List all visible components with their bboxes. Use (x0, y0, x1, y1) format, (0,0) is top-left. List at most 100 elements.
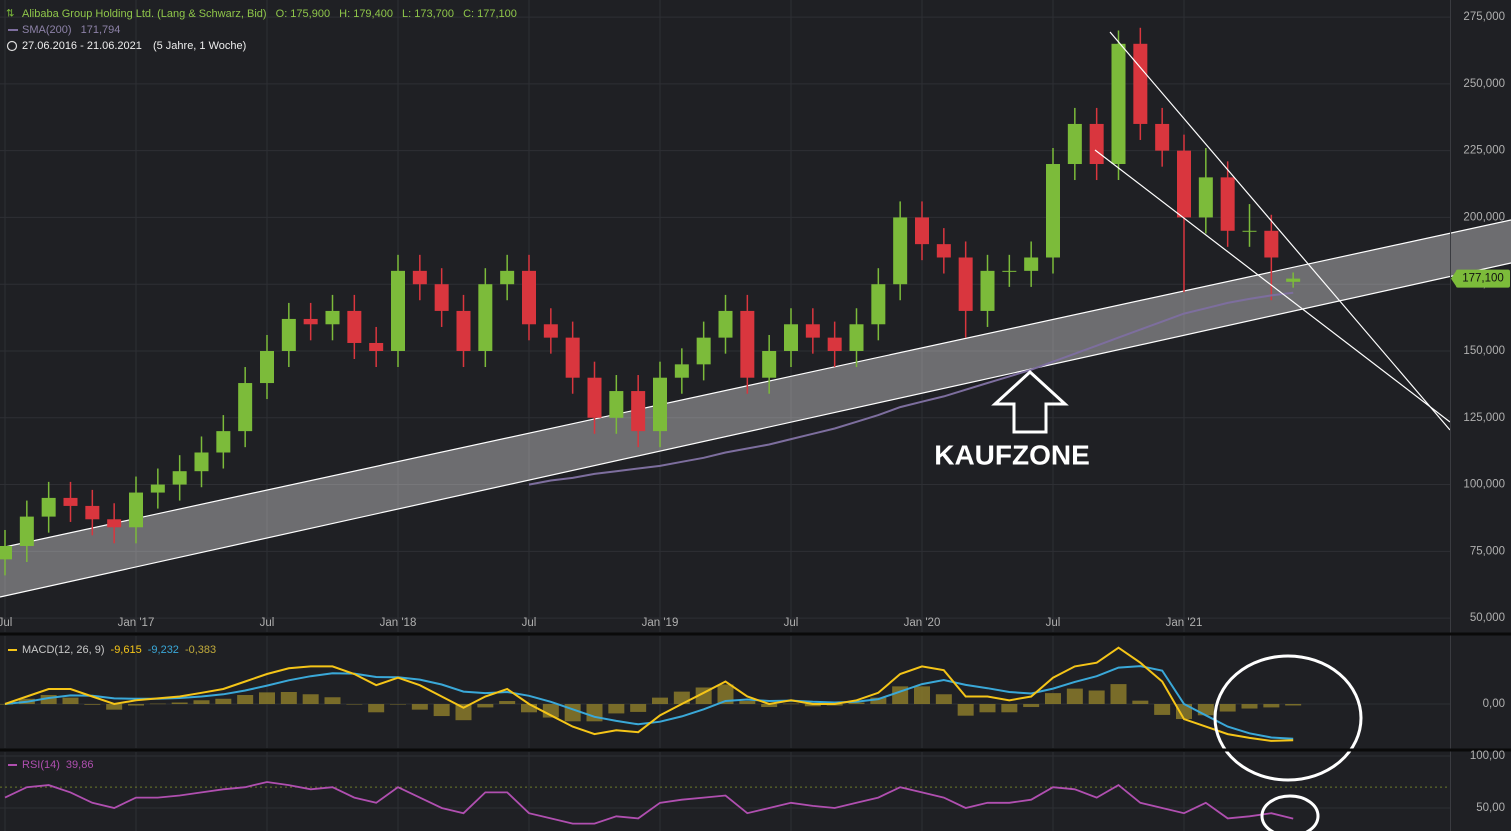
candle-body (718, 310, 733, 338)
candle-body (456, 310, 471, 351)
y-tick-label: 75,000 (1470, 545, 1505, 557)
candle-body (281, 318, 296, 351)
candle-body (805, 324, 820, 338)
candle-body (762, 350, 777, 378)
macd-histogram-bar (1219, 704, 1236, 712)
candle-body (238, 383, 253, 432)
ohlc-open: O: 175,900 (276, 8, 330, 20)
candle-body (740, 310, 755, 378)
legend-name: MACD(12, 26, 9) (22, 644, 105, 656)
macd-histogram-bar (499, 701, 516, 705)
candle-body (653, 377, 667, 432)
y-tick-label: 150,000 (1463, 345, 1505, 357)
candle-body (19, 516, 34, 546)
macd-histogram-bar (1088, 690, 1105, 705)
macd-histogram-bar (1001, 704, 1018, 713)
buy-zone-band (0, 220, 1511, 597)
candle-body (412, 270, 427, 285)
macd-histogram-bar (1197, 704, 1214, 716)
candle-body (1089, 123, 1104, 165)
macd-histogram-bar (717, 684, 734, 705)
macd-histogram-bar (1176, 704, 1192, 720)
candle-body (434, 284, 449, 311)
macd-histogram-bar (193, 700, 210, 705)
macd-histogram-bar (870, 697, 887, 705)
channel-lower (0, 262, 1511, 598)
macd-histogram-bar (215, 698, 232, 705)
macd-histogram-bar (149, 703, 166, 705)
ohlc-high: H: 179,400 (339, 8, 393, 20)
candle-body (478, 284, 493, 351)
y-tick-label: 250,000 (1463, 78, 1505, 90)
sma-label: SMA(200) (22, 24, 72, 36)
candle-body (1220, 177, 1235, 231)
x-tick-label: Jul (784, 617, 799, 629)
x-tick-label: Jul (260, 617, 275, 629)
x-tick-label: Jan '18 (380, 617, 417, 629)
x-tick-label: Jan '19 (642, 617, 679, 629)
clock-icon (6, 40, 18, 52)
candle-body (391, 270, 405, 351)
candle-body (1046, 164, 1060, 258)
y-tick-label: 50,00 (1476, 802, 1505, 814)
candle-body (325, 310, 340, 325)
candle-body (0, 545, 12, 560)
last-price-pointer (1451, 269, 1457, 288)
candle-body (1155, 123, 1170, 151)
macd-histogram-bar (237, 695, 254, 705)
y-tick-label: 100,00 (1470, 750, 1505, 762)
candle-body (958, 257, 973, 311)
candle-body (129, 492, 143, 528)
labels-layer: ⇅ Alibaba Group Holding Ltd. (Lang & Sch… (0, 8, 1510, 814)
candle-body (303, 318, 318, 325)
candle-body (41, 497, 56, 517)
last-price-label: 177,100 (1462, 273, 1504, 285)
macd-histogram-bar (521, 704, 537, 713)
y-tick-label: 100,000 (1463, 479, 1505, 491)
macd-histogram-bar (40, 695, 57, 705)
macd-histogram-bar (630, 704, 647, 712)
sma-legend: SMA(200) 171,794 (22, 24, 120, 36)
candle-body (216, 431, 231, 453)
rsi-line (4, 781, 1294, 825)
candle-body (63, 497, 78, 506)
candle-body (871, 284, 886, 325)
x-tick-label: Jan '17 (118, 617, 155, 629)
macd-histogram-bar (280, 692, 297, 705)
macd-histogram-bar (84, 704, 101, 705)
candle-body (1286, 278, 1301, 282)
macd-histogram-bar (1045, 693, 1061, 705)
legend-value: 39,86 (66, 759, 94, 771)
macd-histogram-bar (761, 704, 778, 708)
candle-body (1264, 230, 1279, 258)
candle-body (107, 519, 122, 528)
candle-body (85, 505, 100, 520)
x-tick-label: Jan '20 (904, 617, 941, 629)
rsi-legend: RSI(14) 39,86 (22, 759, 93, 771)
highlight-circle (1213, 654, 1363, 782)
wedge-upper (1109, 31, 1451, 431)
annotations: KAUFZONE (934, 31, 1451, 831)
y-tick-label: 200,000 (1463, 211, 1505, 223)
macd-histogram-bar (128, 704, 144, 706)
candle-body (500, 270, 515, 285)
macd-histogram-bar (935, 694, 952, 705)
last-price-tag (1456, 269, 1510, 288)
header-line: Alibaba Group Holding Ltd. (Lang & Schwa… (22, 8, 517, 20)
candle-body (1002, 270, 1017, 272)
candle-body (194, 452, 209, 472)
macd-histogram-bar (1132, 700, 1149, 705)
macd-histogram-bar (804, 704, 821, 707)
macd-histogram-bar (652, 697, 668, 705)
legend-value: -9,232 (148, 644, 179, 656)
candle-body (631, 391, 646, 432)
macd-histogram-bar (411, 704, 428, 710)
y-tick-label: 275,000 (1463, 11, 1505, 23)
legend-name: RSI(14) (22, 759, 60, 771)
candle-body (609, 391, 624, 418)
macd-histogram-bar (346, 704, 363, 705)
candle-body (1024, 257, 1039, 271)
candle-body (1177, 150, 1191, 218)
macd-histogram-bar (433, 704, 450, 717)
candle-body (172, 471, 187, 485)
